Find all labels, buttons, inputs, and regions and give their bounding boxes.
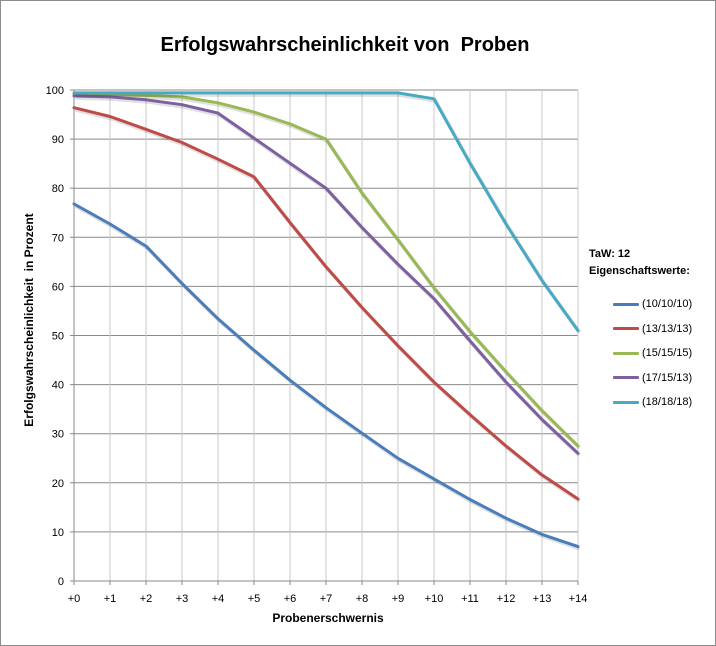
y-tick-label: 40	[52, 380, 64, 392]
legend-item-4: (18/18/18)	[613, 390, 714, 415]
y-tick-label: 20	[52, 478, 64, 490]
x-axis-title: Probenerschwernis	[272, 611, 384, 625]
series-shadow	[75, 93, 581, 450]
x-tick-label: +14	[569, 593, 588, 605]
legend-label: (15/15/15)	[642, 347, 693, 360]
series-line-3	[72, 94, 580, 455]
series-line-1	[72, 106, 580, 501]
x-tick-label: +10	[425, 593, 444, 605]
legend-header-eigenschaftswerte: Eigenschaftswerte:	[589, 265, 690, 277]
legend-item-3: (17/15/13)	[613, 366, 714, 391]
legend-item-1: (13/13/13)	[613, 317, 714, 342]
legend: TaW: 12 Eigenschaftswerte: (10/10/10) (13…	[589, 246, 714, 415]
legend-label: (10/10/10)	[642, 298, 693, 311]
x-tick-label: +7	[320, 593, 333, 605]
legend-label: (13/13/13)	[642, 322, 693, 335]
x-tick-label: +4	[212, 593, 225, 605]
legend-swatch	[613, 351, 639, 355]
y-tick-label: 10	[52, 527, 64, 539]
legend-swatch	[613, 376, 639, 380]
legend-label: (17/15/13)	[642, 371, 693, 384]
x-tick-label: +8	[356, 593, 369, 605]
legend-item-0: (10/10/10)	[613, 292, 714, 317]
x-tick-label: +5	[248, 593, 261, 605]
series-line-2	[72, 92, 580, 448]
x-tick-label: +3	[176, 593, 189, 605]
x-tick-label: +12	[497, 593, 516, 605]
y-tick-label: 100	[46, 85, 64, 97]
legend-swatch	[613, 400, 639, 404]
y-tick-label: 70	[52, 232, 64, 244]
y-tick-label: 50	[52, 331, 64, 343]
legend-swatch	[613, 327, 639, 331]
x-tick-label: +13	[533, 593, 552, 605]
y-tick-label: 30	[52, 429, 64, 441]
legend-swatch	[613, 302, 639, 306]
x-tick-label: +9	[392, 593, 405, 605]
series-shadow	[75, 95, 581, 457]
x-tick-label: +0	[68, 593, 81, 605]
legend-label: (18/18/18)	[642, 396, 693, 409]
chart-title: Erfolgswahrscheinlichkeit von Proben	[160, 34, 530, 56]
series-line-4	[72, 91, 580, 333]
legend-item-2: (15/15/15)	[613, 341, 714, 366]
x-tick-label: +2	[140, 593, 153, 605]
legend-header-taw: TaW: 12	[589, 248, 631, 260]
series-line-0	[72, 202, 580, 549]
x-tick-label: +6	[284, 593, 297, 605]
y-tick-label: 80	[52, 183, 64, 195]
y-tick-label: 90	[52, 134, 64, 146]
x-tick-label: +1	[104, 593, 117, 605]
x-tick-label: +11	[461, 593, 479, 605]
y-tick-label: 0	[58, 576, 64, 588]
y-axis-title: Erfolgswahrscheinlichkeit in Prozent	[22, 213, 36, 427]
y-tick-label: 60	[52, 281, 64, 293]
